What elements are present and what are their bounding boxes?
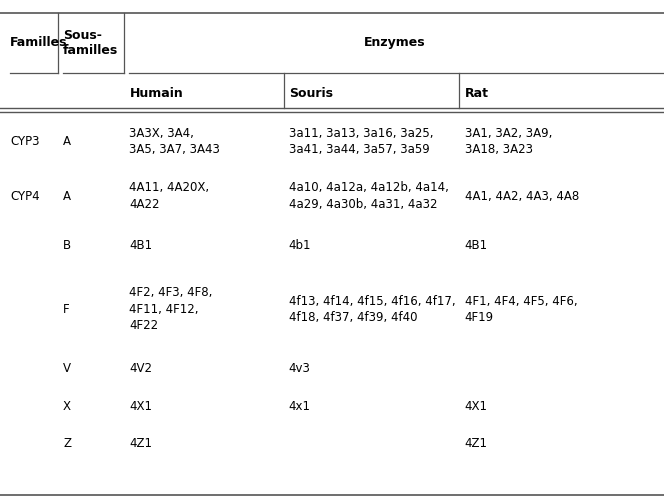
- Text: B: B: [63, 239, 71, 252]
- Text: 4F1, 4F4, 4F5, 4F6,
4F19: 4F1, 4F4, 4F5, 4F6, 4F19: [465, 295, 578, 324]
- Text: 4a10, 4a12a, 4a12b, 4a14,
4a29, 4a30b, 4a31, 4a32: 4a10, 4a12a, 4a12b, 4a14, 4a29, 4a30b, 4…: [289, 182, 449, 211]
- Text: A: A: [63, 190, 71, 203]
- Text: Z: Z: [63, 438, 71, 450]
- Text: CYP3: CYP3: [10, 135, 39, 148]
- Text: 3A3X, 3A4,
3A5, 3A7, 3A43: 3A3X, 3A4, 3A5, 3A7, 3A43: [129, 127, 220, 156]
- Text: Souris: Souris: [289, 87, 333, 100]
- Text: CYP4: CYP4: [10, 190, 40, 203]
- Text: 3a11, 3a13, 3a16, 3a25,
3a41, 3a44, 3a57, 3a59: 3a11, 3a13, 3a16, 3a25, 3a41, 3a44, 3a57…: [289, 127, 434, 156]
- Text: A: A: [63, 135, 71, 148]
- Text: Rat: Rat: [465, 87, 489, 100]
- Text: 4b1: 4b1: [289, 239, 311, 252]
- Text: 4B1: 4B1: [129, 239, 153, 252]
- Text: 4x1: 4x1: [289, 400, 311, 412]
- Text: X: X: [63, 400, 71, 412]
- Text: 4A1, 4A2, 4A3, 4A8: 4A1, 4A2, 4A3, 4A8: [465, 190, 579, 203]
- Text: 4A11, 4A20X,
4A22: 4A11, 4A20X, 4A22: [129, 182, 210, 211]
- Text: 4Z1: 4Z1: [465, 438, 488, 450]
- Text: 4X1: 4X1: [129, 400, 153, 412]
- Text: 4B1: 4B1: [465, 239, 488, 252]
- Text: V: V: [63, 362, 71, 375]
- Text: 4V2: 4V2: [129, 362, 153, 375]
- Text: Familles: Familles: [10, 36, 68, 49]
- Text: Sous-
familles: Sous- familles: [63, 29, 118, 57]
- Text: 4v3: 4v3: [289, 362, 311, 375]
- Text: 4Z1: 4Z1: [129, 438, 153, 450]
- Text: 4F2, 4F3, 4F8,
4F11, 4F12,
4F22: 4F2, 4F3, 4F8, 4F11, 4F12, 4F22: [129, 286, 213, 332]
- Text: Enzymes: Enzymes: [365, 36, 426, 49]
- Text: F: F: [63, 303, 70, 316]
- Text: 3A1, 3A2, 3A9,
3A18, 3A23: 3A1, 3A2, 3A9, 3A18, 3A23: [465, 127, 552, 156]
- Text: 4X1: 4X1: [465, 400, 488, 412]
- Text: 4f13, 4f14, 4f15, 4f16, 4f17,
4f18, 4f37, 4f39, 4f40: 4f13, 4f14, 4f15, 4f16, 4f17, 4f18, 4f37…: [289, 295, 456, 324]
- Text: Humain: Humain: [129, 87, 183, 100]
